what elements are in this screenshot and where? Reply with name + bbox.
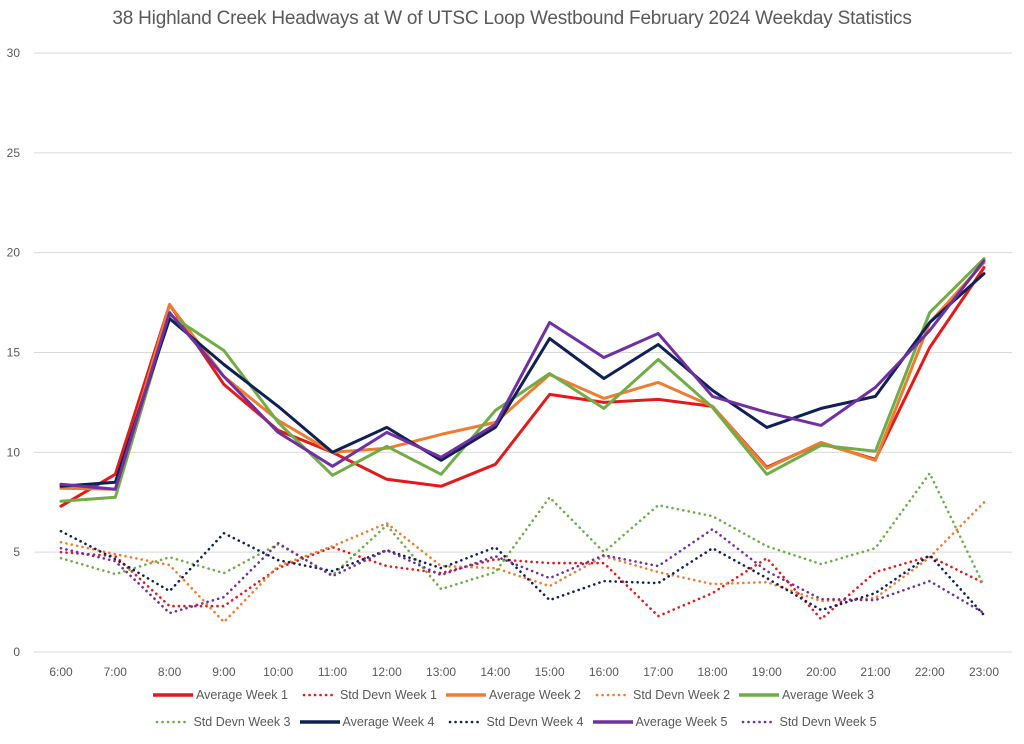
series-line-average-week-3 — [59, 257, 986, 503]
legend-swatch — [446, 693, 487, 697]
x-tick-label: 16:00 — [589, 665, 619, 679]
x-tick-label: 7:00 — [104, 665, 128, 679]
x-tick-label: 18:00 — [698, 665, 728, 679]
series-line-std-devn-week-2 — [59, 500, 986, 624]
legend-swatch — [742, 720, 773, 724]
legend-item: Std Devn Week 5 — [733, 715, 877, 729]
series-line-average-week-4 — [59, 272, 986, 488]
x-tick-label: 8:00 — [158, 665, 182, 679]
legend-label: Std Devn Week 3 — [193, 715, 291, 729]
x-tick-label: 21:00 — [860, 665, 890, 679]
legend-swatch — [739, 693, 780, 697]
series-line-std-devn-week-4 — [59, 529, 986, 617]
legend-swatch — [299, 720, 340, 724]
legend-label: Std Devn Week 1 — [339, 688, 438, 702]
y-tick-label: 0 — [13, 645, 20, 659]
legend-swatch — [592, 720, 633, 724]
legend-label: Std Devn Week 2 — [632, 688, 731, 702]
x-tick-label: 12:00 — [372, 665, 402, 679]
x-tick-label: 23:00 — [969, 665, 999, 679]
legend-item: Average Week 5 — [590, 715, 728, 729]
x-tick-label: 19:00 — [752, 665, 782, 679]
legend-label: Average Week 2 — [489, 688, 581, 702]
legend-item: Average Week 2 — [443, 688, 581, 702]
x-tick-label: 22:00 — [915, 665, 945, 679]
y-tick-label: 25 — [7, 146, 21, 160]
x-tick-label: 17:00 — [643, 665, 673, 679]
x-tick-label: 20:00 — [806, 665, 836, 679]
legend-swatch — [153, 693, 193, 697]
legend-item: Average Week 1 — [150, 688, 288, 702]
legend-item: Average Week 4 — [297, 715, 435, 729]
x-tick-label: 15:00 — [535, 665, 565, 679]
x-tick-label: 9:00 — [212, 665, 236, 679]
x-tick-label: 11:00 — [318, 665, 347, 679]
y-tick-label: 15 — [7, 346, 21, 360]
legend-label: Average Week 1 — [196, 688, 288, 702]
y-tick-label: 10 — [7, 445, 21, 459]
legend-label: Std Devn Week 5 — [779, 715, 877, 729]
legend-swatch — [302, 693, 334, 697]
y-tick-label: 20 — [7, 246, 21, 260]
x-tick-label: 10:00 — [263, 665, 293, 679]
legend-swatch — [449, 720, 480, 724]
legend-label: Std Devn Week 4 — [486, 715, 584, 729]
x-tick-label: 14:00 — [480, 665, 510, 679]
legend-row-1: Average Week 1 Std Devn Week 1 Average Wee… — [0, 688, 1024, 702]
legend-item: Std Devn Week 2 — [587, 688, 730, 702]
legend-label: Average Week 3 — [782, 688, 874, 702]
legend-label: Average Week 4 — [342, 715, 435, 729]
y-tick-label: 30 — [7, 46, 21, 60]
legend-item: Std Devn Week 3 — [147, 715, 291, 729]
legend-row-2: Std Devn Week 3 Average Week 4 Std Devn We… — [0, 715, 1024, 729]
legend-item: Average Week 3 — [736, 688, 874, 702]
x-tick-label: 13:00 — [426, 665, 456, 679]
series-line-std-devn-week-1 — [59, 545, 986, 621]
gridlines — [34, 52, 1012, 653]
legend-item: Std Devn Week 4 — [440, 715, 584, 729]
legend-swatch — [595, 693, 627, 697]
series-lines — [59, 257, 986, 624]
series-line-std-devn-week-5 — [59, 527, 986, 615]
series-line-average-week-5 — [59, 259, 986, 491]
legend-swatch — [156, 720, 187, 724]
x-tick-label: 6:00 — [49, 665, 73, 679]
series-line-std-devn-week-3 — [59, 471, 986, 591]
y-axis-ticks: 0 5 10 15 20 25 30 — [7, 46, 21, 659]
legend-item: Std Devn Week 1 — [294, 688, 437, 702]
legend-label: Average Week 5 — [635, 715, 728, 729]
chart-title: 38 Highland Creek Headways at W of UTSC … — [112, 8, 912, 29]
x-axis-ticks: 6:00 7:00 8:00 9:00 10:00 11:00 12:00 13:00 14:0… — [49, 665, 999, 679]
series-line-average-week-1 — [59, 266, 986, 508]
y-tick-label: 5 — [13, 545, 20, 559]
